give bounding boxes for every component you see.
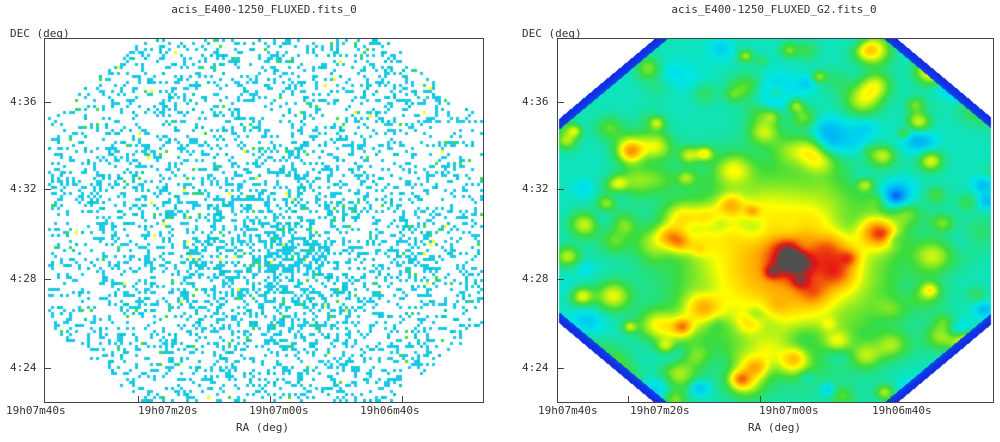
y-tick-label: 4:32 xyxy=(522,182,549,195)
chart-title: acis_E400-1250_FLUXED.fits_0 xyxy=(171,3,357,16)
chart-title: acis_E400-1250_FLUXED_G2.fits_0 xyxy=(671,3,877,16)
x-tick-label: 19h07m20s xyxy=(630,404,690,417)
y-tick-label: 4:28 xyxy=(522,272,549,285)
tick-mark xyxy=(760,396,761,402)
y-tick-label: 4:24 xyxy=(10,361,37,374)
tick-mark xyxy=(558,279,564,280)
y-tick-label: 4:36 xyxy=(10,95,37,108)
tick-mark xyxy=(891,396,892,402)
tick-mark xyxy=(558,189,564,190)
x-tick-label: 19h07m00s xyxy=(249,404,309,417)
y-tick-label: 4:24 xyxy=(522,361,549,374)
y-tick-label: 4:36 xyxy=(522,95,549,108)
tick-mark xyxy=(402,396,403,402)
tick-mark xyxy=(138,396,139,402)
y-tick-label: 4:28 xyxy=(10,272,37,285)
tick-mark xyxy=(45,102,51,103)
tick-mark xyxy=(628,396,629,402)
tick-mark xyxy=(270,396,271,402)
x-tick-label: 19h07m40s xyxy=(538,404,598,417)
y-axis-label: DEC (deg) xyxy=(522,27,582,40)
y-tick-label: 4:32 xyxy=(10,182,37,195)
x-tick-label: 19h07m00s xyxy=(759,404,819,417)
x-axis-label: RA (deg) xyxy=(236,421,289,434)
tick-mark xyxy=(45,279,51,280)
x-tick-label: 19h07m20s xyxy=(138,404,198,417)
heatmap-image xyxy=(45,39,483,402)
plot-area[interactable] xyxy=(44,38,484,403)
panel-left: acis_E400-1250_FLUXED.fits_0 DEC (deg) 4… xyxy=(6,3,484,434)
tick-mark xyxy=(558,102,564,103)
plot-area[interactable] xyxy=(557,38,994,403)
panel-right: acis_E400-1250_FLUXED_G2.fits_0 DEC (deg… xyxy=(500,0,1000,442)
tick-mark xyxy=(45,189,51,190)
tick-mark xyxy=(558,368,564,369)
x-tick-label: 19h06m40s xyxy=(872,404,932,417)
tick-mark xyxy=(45,368,51,369)
x-tick-label: 19h07m40s xyxy=(6,404,66,417)
heatmap-image xyxy=(558,39,993,402)
x-tick-label: 19h06m40s xyxy=(360,404,420,417)
y-axis-label: DEC (deg) xyxy=(10,27,70,40)
x-axis-label: RA (deg) xyxy=(748,421,801,434)
